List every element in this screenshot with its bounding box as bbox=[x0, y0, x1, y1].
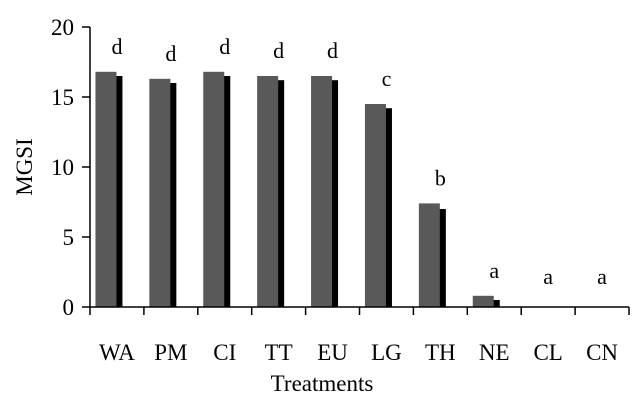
bar-series-2 bbox=[490, 300, 500, 307]
significance-letter: d bbox=[327, 38, 338, 63]
y-tick-label: 10 bbox=[51, 155, 74, 180]
bar-series-2 bbox=[436, 209, 446, 307]
bar-series-2 bbox=[275, 80, 285, 307]
significance-letters-group: d d d d d c b a a a bbox=[111, 34, 607, 289]
significance-letter: d bbox=[111, 34, 122, 59]
bar-series-1 bbox=[311, 76, 333, 307]
x-category-label: TT bbox=[265, 340, 293, 365]
x-category-label: EU bbox=[317, 340, 348, 365]
bar-series-1 bbox=[418, 203, 440, 307]
significance-letter: b bbox=[435, 165, 446, 190]
significance-letter: a bbox=[597, 264, 607, 289]
x-category-label: CL bbox=[533, 340, 562, 365]
significance-letter: d bbox=[219, 34, 230, 59]
x-category-label: PM bbox=[154, 340, 187, 365]
x-axis-title: Treatments bbox=[271, 371, 374, 394]
significance-letter: d bbox=[165, 41, 176, 66]
significance-letter: a bbox=[489, 258, 499, 283]
bar-series-2 bbox=[167, 83, 177, 307]
y-ticks-group: 0 5 10 15 20 bbox=[51, 15, 90, 320]
y-tick-label: 5 bbox=[63, 225, 75, 250]
y-tick-label: 20 bbox=[51, 15, 74, 40]
significance-letter: d bbox=[273, 38, 284, 63]
x-category-label: NE bbox=[479, 340, 510, 365]
x-category-label: LG bbox=[371, 340, 402, 365]
bar-series-2 bbox=[382, 108, 392, 307]
significance-letter: a bbox=[543, 264, 553, 289]
bar-series-1 bbox=[257, 76, 279, 307]
bar-series-2 bbox=[329, 80, 339, 307]
bar-series-2 bbox=[113, 76, 123, 307]
bar-series-2 bbox=[221, 76, 231, 307]
x-ticks-group: WA PM CI TT EU LG TH NE CL CN bbox=[89, 307, 630, 365]
x-category-label: WA bbox=[99, 340, 135, 365]
x-category-label: CN bbox=[586, 340, 618, 365]
y-tick-label: 15 bbox=[51, 85, 74, 110]
bar-series-1 bbox=[364, 104, 386, 307]
y-axis-title: MGSI bbox=[12, 138, 37, 196]
bar-series-1 bbox=[95, 71, 117, 307]
bar-series-1 bbox=[203, 71, 225, 307]
bars-group bbox=[95, 71, 500, 307]
bar-series-1 bbox=[472, 295, 494, 307]
x-category-label: TH bbox=[425, 340, 456, 365]
significance-letter: c bbox=[382, 66, 392, 91]
x-category-label: CI bbox=[213, 340, 236, 365]
bar-series-1 bbox=[149, 78, 171, 307]
y-tick-label: 0 bbox=[63, 295, 75, 320]
